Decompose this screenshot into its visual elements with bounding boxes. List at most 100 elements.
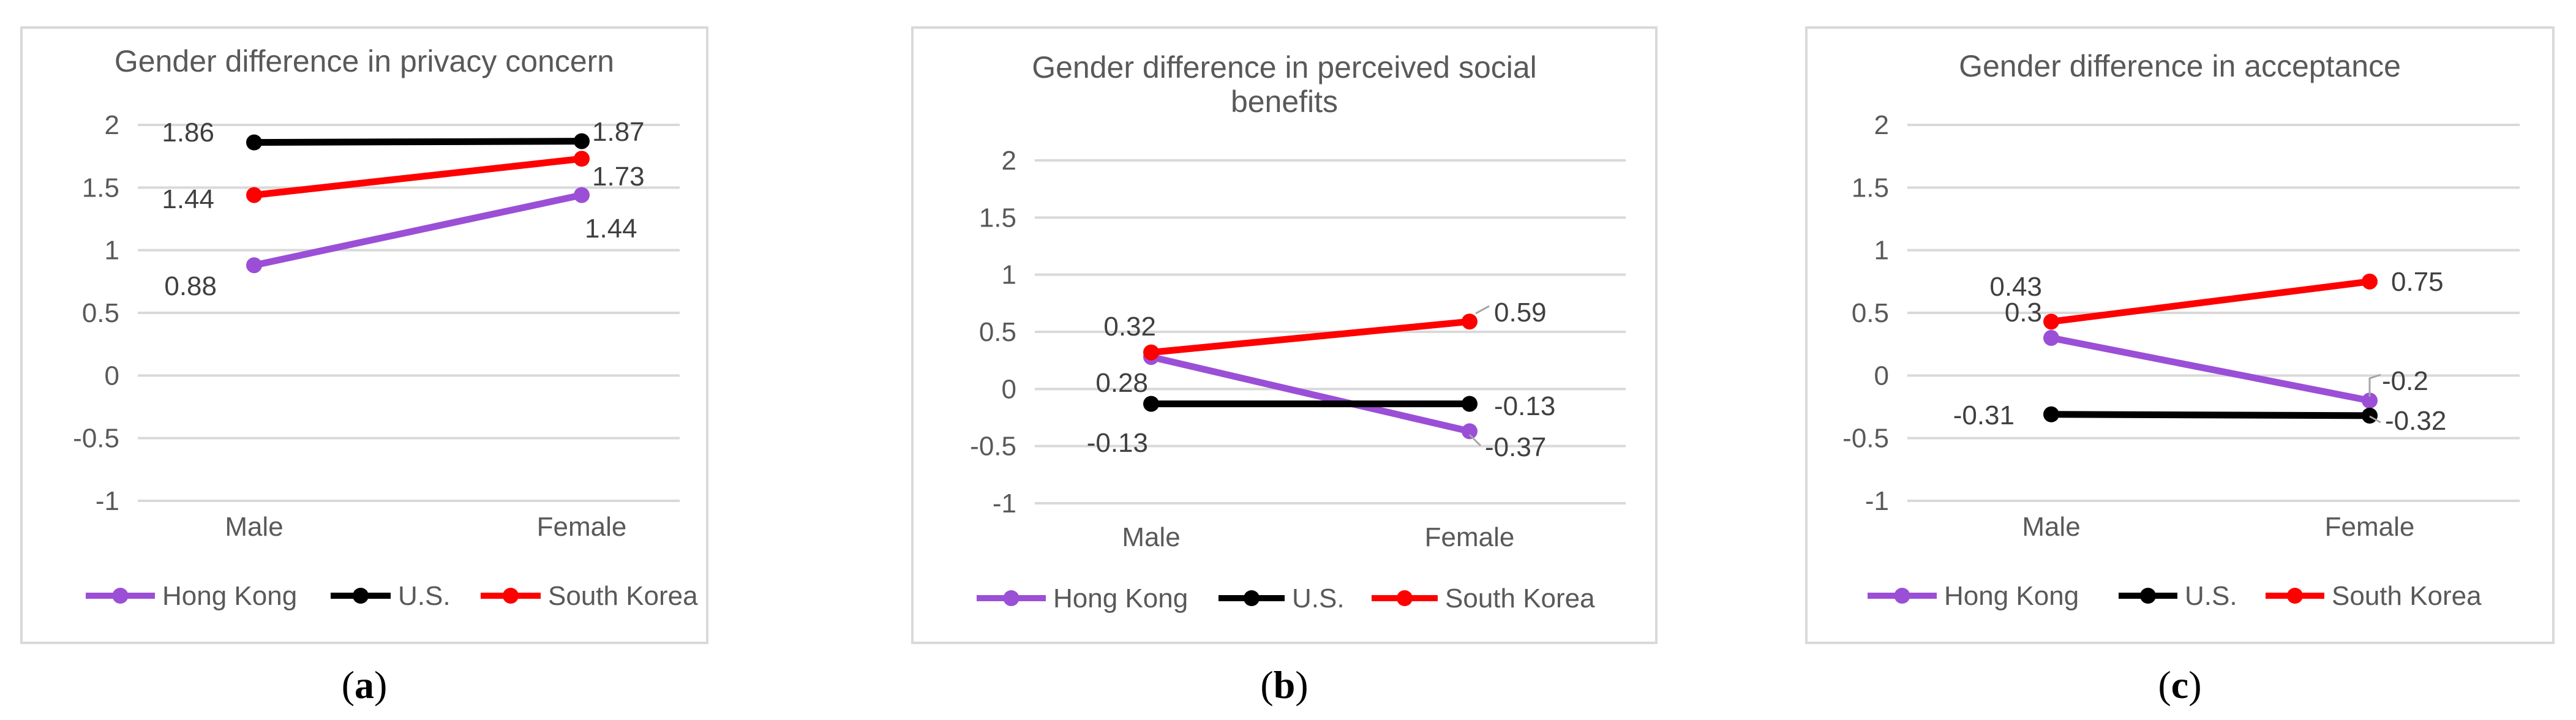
y-tick-label: -1 bbox=[96, 486, 119, 516]
data-label: 0.3 bbox=[2005, 298, 2042, 328]
y-tick-label: 2 bbox=[105, 110, 119, 140]
y-tick-label: -0.5 bbox=[1842, 424, 1889, 454]
legend-marker bbox=[1003, 590, 1020, 606]
x-tick-label: Male bbox=[2022, 512, 2080, 542]
data-label: -0.2 bbox=[2382, 366, 2428, 396]
y-tick-label: 0.5 bbox=[1852, 298, 1889, 328]
data-label: 0.43 bbox=[1989, 272, 2042, 302]
series-line-south-korea bbox=[250, 155, 585, 199]
legend-marker bbox=[1894, 588, 1910, 604]
y-tick-label: 1.5 bbox=[82, 173, 119, 203]
data-point bbox=[2043, 406, 2059, 422]
y-tick-label: -0.5 bbox=[970, 432, 1016, 462]
data-label: -0.32 bbox=[2385, 406, 2446, 436]
data-label: 0.88 bbox=[164, 271, 217, 301]
panel-caption: (c) bbox=[2158, 663, 2201, 707]
data-point bbox=[1462, 423, 1478, 440]
legend-marker bbox=[353, 588, 369, 604]
series-line-south-korea bbox=[1147, 318, 1473, 356]
caption-letter: a bbox=[355, 663, 374, 707]
data-label: 1.44 bbox=[162, 184, 214, 214]
leader-line bbox=[2369, 415, 2381, 424]
x-tick-label: Female bbox=[1425, 522, 1515, 552]
data-label: 0.28 bbox=[1095, 368, 1148, 398]
data-point bbox=[2043, 313, 2059, 330]
data-label: -0.13 bbox=[1494, 391, 1555, 421]
legend-marker bbox=[1397, 590, 1413, 606]
data-point bbox=[1143, 396, 1159, 412]
y-tick-label: 2 bbox=[1874, 110, 1889, 140]
y-tick-label: -1 bbox=[1865, 486, 1889, 516]
series-line-south-korea bbox=[2048, 278, 2373, 325]
chart-panel-b: Gender difference in perceived socialben… bbox=[911, 26, 1658, 707]
data-point bbox=[2362, 273, 2378, 290]
data-point bbox=[2362, 392, 2378, 409]
data-point bbox=[1143, 344, 1159, 361]
y-tick-label: 0 bbox=[1874, 361, 1889, 391]
chart-title: Gender difference in privacy concern bbox=[115, 44, 614, 78]
chart-title-line: Gender difference in perceived social bbox=[1032, 50, 1537, 84]
y-tick-label: 2 bbox=[1002, 146, 1016, 176]
y-tick-label: 1 bbox=[1874, 236, 1889, 266]
y-tick-label: 0 bbox=[1002, 374, 1016, 404]
leader-line bbox=[2368, 373, 2381, 397]
data-point bbox=[574, 133, 590, 149]
data-label: 0.75 bbox=[2391, 267, 2444, 297]
legend-marker bbox=[112, 588, 129, 604]
y-tick-label: 1 bbox=[105, 236, 119, 266]
y-tick-label: 1.5 bbox=[1852, 173, 1889, 203]
data-point bbox=[246, 257, 262, 274]
legend-label: South Korea bbox=[548, 581, 698, 611]
y-tick-label: 0.5 bbox=[82, 298, 119, 328]
legend-label: Hong Kong bbox=[1053, 583, 1188, 613]
data-point bbox=[1462, 396, 1478, 412]
legend-marker bbox=[2287, 588, 2303, 604]
chart-title-line: benefits bbox=[1231, 84, 1338, 119]
x-tick-label: Male bbox=[1122, 522, 1180, 552]
series-line-u-s bbox=[250, 138, 585, 146]
y-tick-label: -1 bbox=[993, 489, 1016, 519]
x-tick-label: Female bbox=[2325, 512, 2415, 542]
data-point bbox=[246, 134, 262, 151]
legend-label: Hong Kong bbox=[162, 581, 297, 611]
data-label: 1.44 bbox=[585, 214, 637, 244]
legend-label: Hong Kong bbox=[1944, 581, 2079, 611]
chart-frame bbox=[1805, 26, 2555, 644]
legend-marker bbox=[1244, 590, 1260, 606]
leader-line bbox=[1468, 433, 1482, 447]
panel-caption: (a) bbox=[342, 663, 388, 707]
chart-frame bbox=[20, 26, 708, 644]
y-tick-label: 1.5 bbox=[979, 203, 1016, 233]
panel-caption: (b) bbox=[1260, 663, 1308, 707]
legend-label: South Korea bbox=[1445, 583, 1595, 613]
data-point bbox=[2362, 407, 2378, 424]
legend-marker bbox=[2140, 588, 2156, 604]
data-label: 0.59 bbox=[1494, 298, 1547, 328]
legend-label: U.S. bbox=[398, 581, 451, 611]
data-label: 1.86 bbox=[162, 118, 214, 148]
x-tick-label: Male bbox=[225, 512, 283, 542]
y-tick-label: -0.5 bbox=[73, 424, 119, 454]
legend-label: South Korea bbox=[2332, 581, 2482, 611]
chart-panel-a: Gender difference in privacy concern 2 1.5… bbox=[20, 26, 708, 707]
chart-title: Gender difference in acceptance bbox=[1959, 49, 2401, 83]
caption-letter: b bbox=[1274, 663, 1296, 707]
data-label: -0.31 bbox=[1953, 400, 2015, 430]
y-tick-label: 0 bbox=[105, 361, 119, 391]
series-line-hong-kong bbox=[250, 192, 585, 269]
data-point bbox=[2043, 329, 2059, 346]
data-point bbox=[246, 187, 262, 203]
data-label: 0.32 bbox=[1103, 312, 1156, 342]
chart-frame bbox=[911, 26, 1658, 644]
chart-panel-c: Gender difference in acceptance 2 1.5 1 0.5 0… bbox=[1805, 26, 2555, 707]
legend-label: U.S. bbox=[1292, 583, 1345, 613]
caption-letter: c bbox=[2171, 663, 2188, 707]
data-point bbox=[1462, 313, 1478, 330]
data-label: 1.87 bbox=[592, 117, 645, 147]
data-point bbox=[574, 151, 590, 167]
data-label: 1.73 bbox=[592, 162, 645, 192]
y-tick-label: 1 bbox=[1002, 260, 1016, 290]
series-line-hong-kong bbox=[1147, 353, 1473, 435]
x-tick-label: Female bbox=[537, 512, 627, 542]
data-point bbox=[574, 187, 590, 203]
